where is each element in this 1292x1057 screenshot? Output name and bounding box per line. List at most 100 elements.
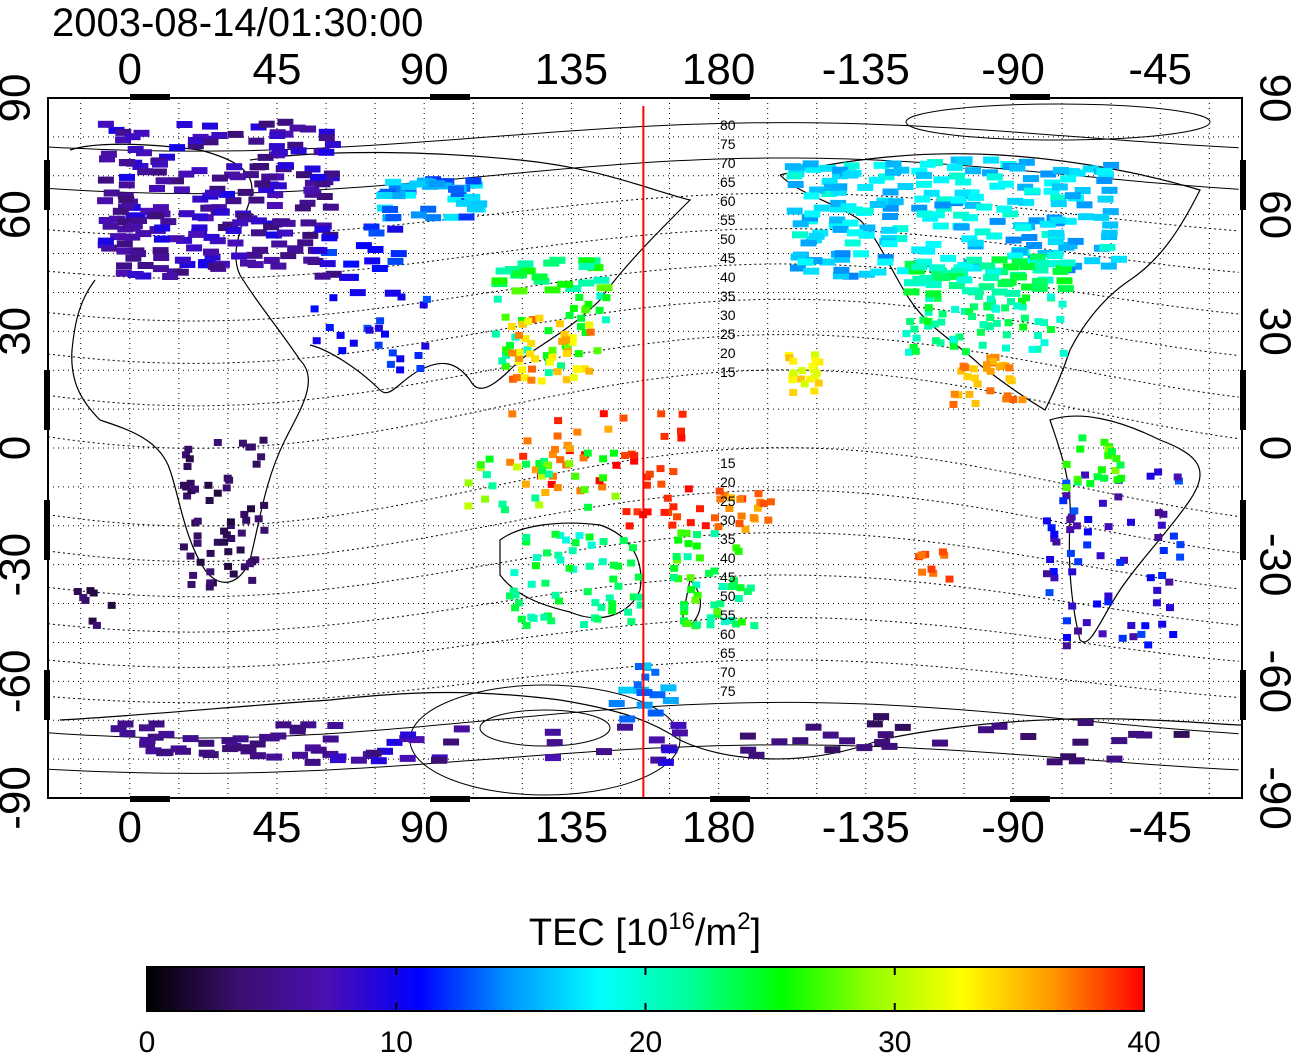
tec-cell — [1068, 568, 1077, 576]
tec-cell — [1098, 499, 1107, 507]
tec-cell — [965, 308, 974, 316]
tec-cell — [270, 182, 287, 190]
tec-cell — [1050, 194, 1067, 202]
frame-bar — [44, 160, 50, 210]
tec-cell — [967, 193, 984, 201]
tec-cell — [956, 276, 973, 284]
colorbar-ticks: 0 10 20 30 40 — [139, 967, 1161, 1057]
tec-cell — [866, 720, 883, 728]
tec-cell — [410, 211, 427, 219]
tec-cell — [1046, 758, 1063, 766]
tec-cell — [246, 251, 263, 259]
tec-cell — [716, 600, 725, 608]
tec-cell — [551, 530, 560, 538]
tec-cell — [229, 570, 238, 578]
tec-cell — [371, 265, 388, 272]
tec-observation-cells — [73, 118, 1190, 766]
tec-cell — [118, 196, 135, 203]
right-axis-labels: 90 60 30 0 -30 -60 -90 — [1250, 74, 1292, 830]
tec-cell — [240, 510, 249, 518]
tec-cell — [1096, 177, 1113, 184]
tec-cell — [205, 189, 221, 197]
tec-cell — [858, 231, 875, 239]
tec-cell — [1011, 258, 1028, 266]
tec-cell — [710, 530, 719, 537]
tec-cell — [805, 723, 822, 731]
tec-cell — [969, 365, 978, 373]
tec-cell — [518, 320, 527, 328]
tec-cell — [1116, 558, 1125, 566]
tec-cell — [374, 341, 383, 349]
tec-cell — [948, 282, 965, 289]
tec-cell — [1102, 208, 1119, 216]
tec-cell — [660, 432, 669, 440]
tec-cell — [1007, 197, 1024, 205]
tec-cell — [670, 721, 687, 729]
tec-cell — [481, 495, 490, 503]
tec-cell — [1062, 492, 1071, 500]
tec-cell — [951, 267, 968, 275]
tec-cell — [305, 190, 322, 198]
tec-cell — [521, 480, 530, 488]
tec-cell — [160, 218, 177, 226]
contour-label: 75 — [720, 136, 736, 152]
tec-cell — [509, 587, 518, 595]
tec-cell — [290, 147, 307, 155]
tec-cell — [925, 290, 942, 298]
tec-cell — [986, 387, 995, 395]
tec-cell — [232, 735, 249, 743]
tec-cell — [206, 568, 215, 576]
tec-cell — [949, 172, 965, 180]
tec-cell — [544, 728, 561, 736]
tec-cell — [796, 375, 805, 383]
tec-cell — [1114, 493, 1123, 501]
tec-cell — [524, 317, 533, 325]
tec-cell — [310, 173, 327, 181]
tec-cell — [250, 229, 267, 237]
tec-cell — [1043, 187, 1060, 195]
tec-cell — [1082, 619, 1091, 627]
tec-cell — [1047, 326, 1056, 333]
tec-cell — [971, 400, 980, 407]
tec-cell — [296, 171, 312, 179]
tec-cell — [957, 262, 974, 269]
tec-cell — [753, 504, 762, 512]
tec-cell — [597, 603, 606, 611]
tec-cell — [231, 252, 248, 260]
tec-cell — [238, 439, 247, 447]
tec-cell — [198, 739, 215, 747]
tec-cell — [584, 503, 593, 511]
longitude-tick-label: 90 — [400, 803, 449, 852]
tec-cell — [797, 258, 814, 266]
contour-label: 80 — [720, 117, 736, 133]
tec-cell — [811, 357, 820, 364]
tec-cell — [982, 169, 999, 177]
tec-cell — [531, 355, 540, 363]
tec-cell — [819, 258, 836, 266]
tec-cell — [786, 172, 803, 180]
tec-cell — [737, 618, 746, 626]
longitude-tick-label: 0 — [118, 803, 142, 852]
tec-cell — [919, 247, 936, 255]
tec-cell — [1093, 600, 1102, 608]
tec-cell — [1081, 471, 1089, 479]
tec-cell — [575, 293, 584, 301]
tec-cell — [657, 758, 674, 766]
tec-cell — [929, 264, 946, 272]
tec-cell — [526, 350, 535, 358]
tec-cell — [321, 234, 338, 242]
tec-cell — [206, 549, 215, 557]
tec-cell — [234, 744, 251, 752]
contour-label: 30 — [720, 307, 736, 323]
tec-cell — [643, 508, 652, 516]
tec-cell — [924, 304, 933, 312]
contour-label: 35 — [720, 288, 736, 304]
longitude-tick-label: -45 — [1128, 803, 1192, 852]
tec-cell — [370, 757, 387, 765]
tec-cell — [221, 737, 238, 745]
tec-cell — [591, 599, 600, 607]
tec-cell — [1052, 267, 1069, 275]
tec-cell — [260, 526, 269, 534]
tec-cell — [88, 617, 97, 625]
